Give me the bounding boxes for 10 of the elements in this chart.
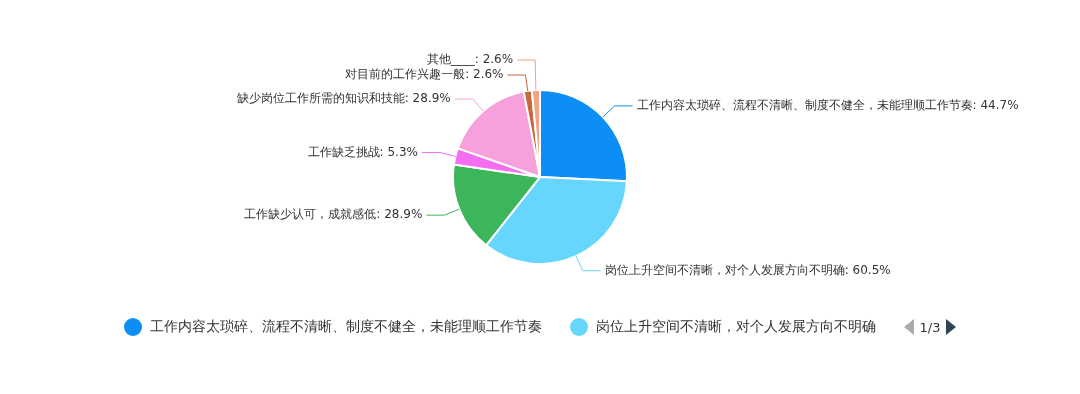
category-label: 岗位上升空间不清晰，对个人发展方向不明确: 60.5% [604,262,891,277]
legend-label: 工作内容太琐碎、流程不清晰、制度不健全，未能理顺工作节奏 [149,318,542,336]
legend-label: 岗位上升空间不清晰，对个人发展方向不明确 [595,318,876,336]
slice-label: 工作缺少认可，成就感低: 28.9% [244,207,423,222]
category-label: 工作内容太琐碎、流程不清晰、制度不健全，未能理顺工作节奏: 44.7% [636,98,1019,113]
slice-label: 其他____: 2.6% [426,52,514,67]
slice-label: 对目前的工作兴趣一般: 2.6% [345,67,504,82]
slice-label: 缺少岗位工作所需的知识和技能: 28.9% [236,91,451,106]
slice-label: 工作缺乏挑战: 5.3% [307,144,418,159]
text: 1/3 [919,319,941,335]
